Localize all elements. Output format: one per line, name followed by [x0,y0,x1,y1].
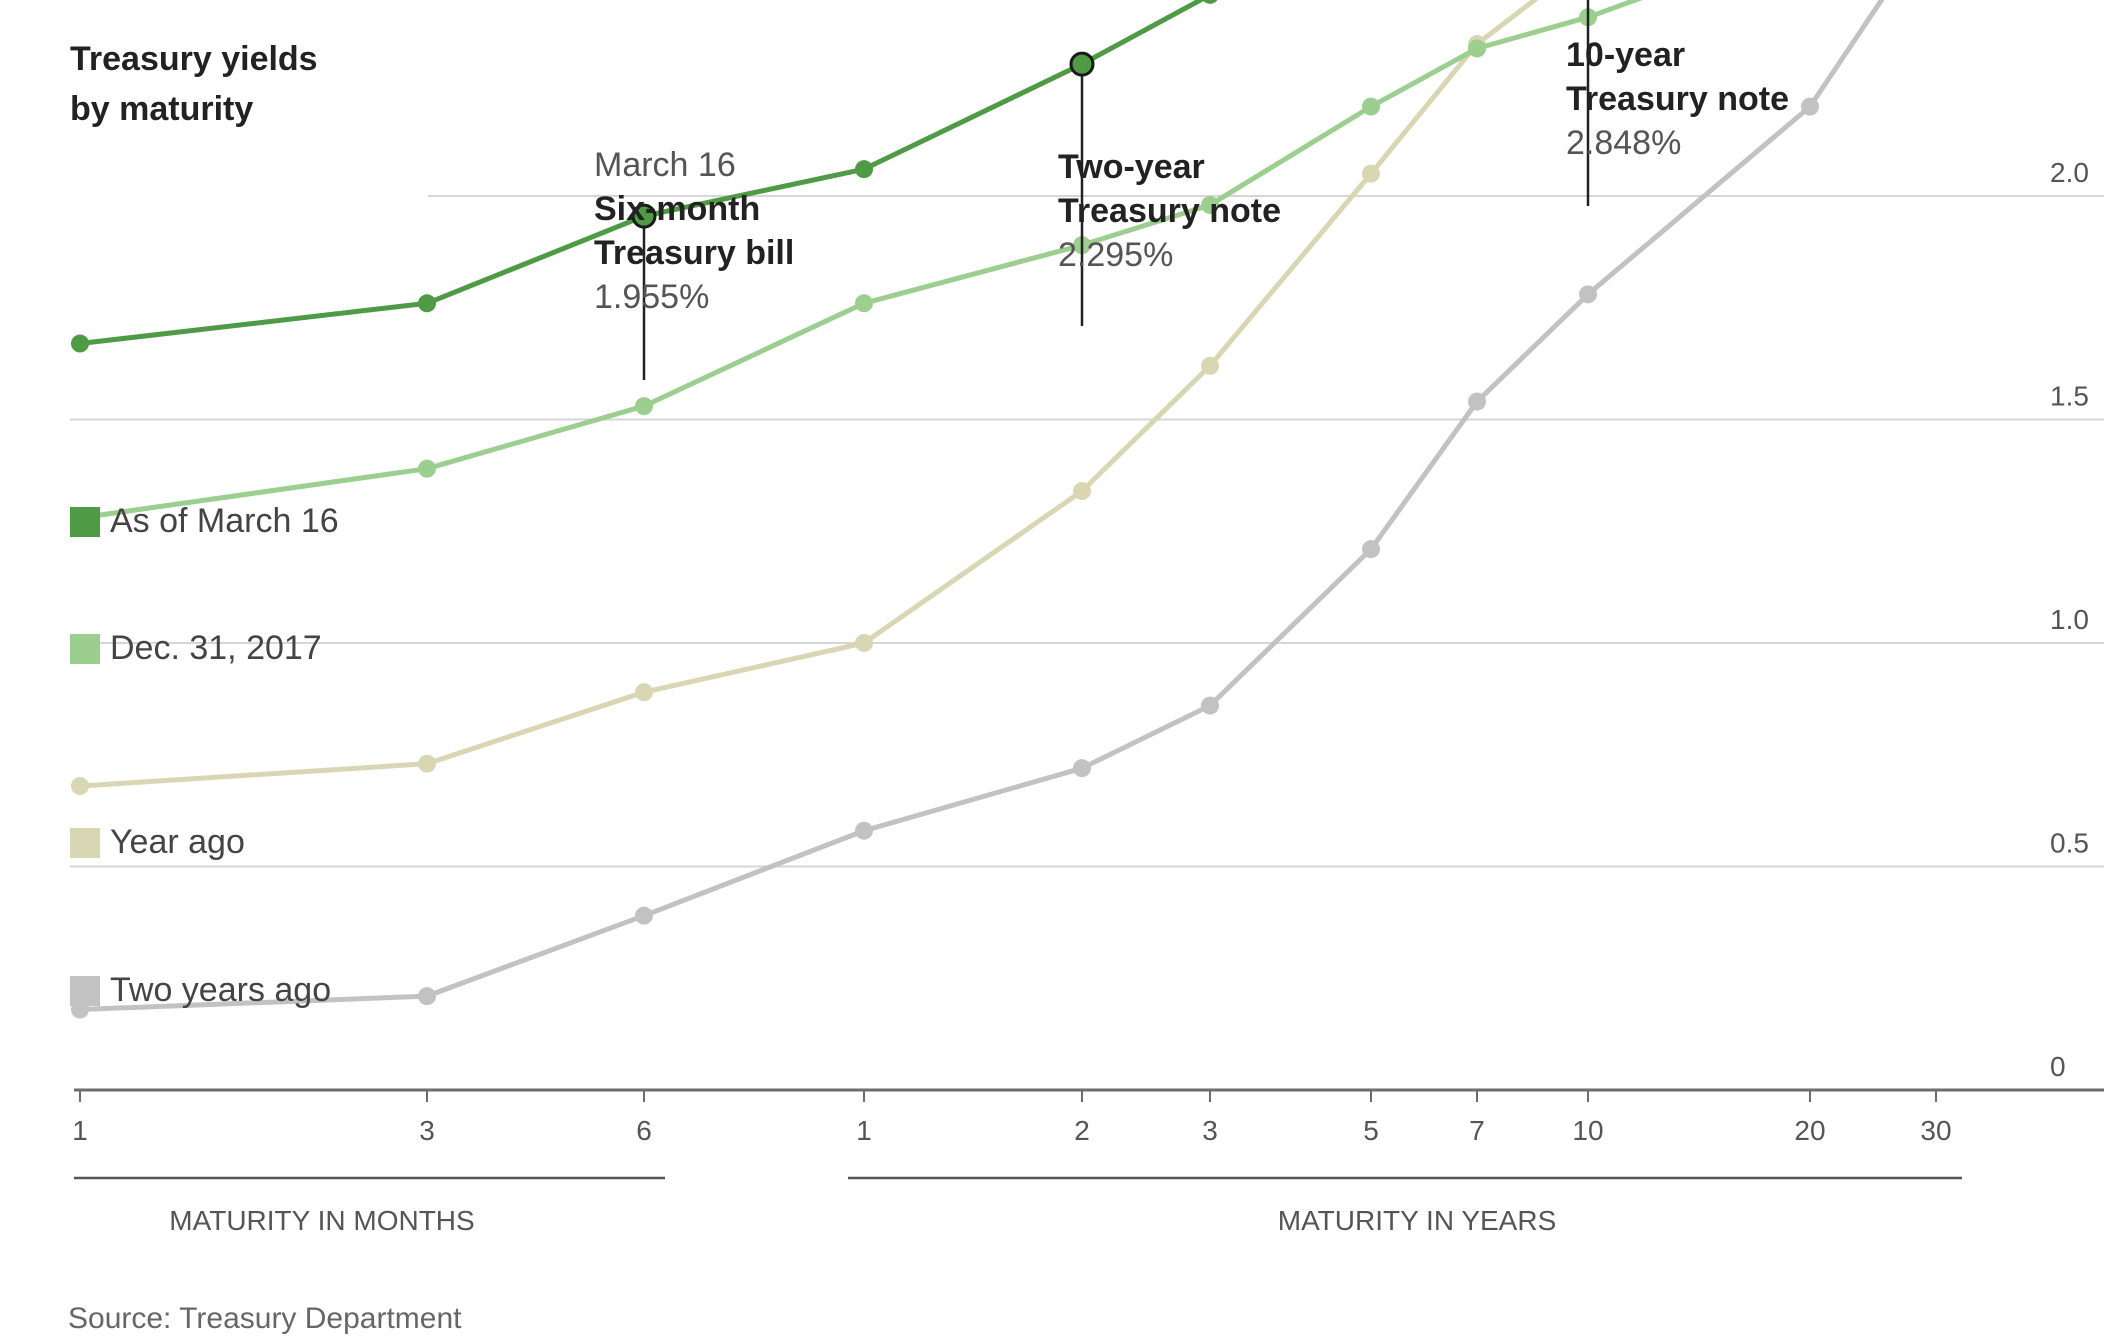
legend-label: Two years ago [110,971,331,1009]
annotation-text: Treasury bill [594,234,794,272]
y-tick-label: 0 [2050,1051,2066,1082]
data-point [1362,540,1380,559]
annotation-highlight-point [1069,51,1095,77]
data-point [855,634,873,652]
x-tick-label: 1 [856,1115,872,1146]
data-point [418,754,436,773]
data-point [1073,759,1091,778]
x-tick-label: 5 [1363,1115,1379,1146]
annotation-text: 2.848% [1566,124,1681,162]
annotation-text: Treasury note [1566,80,1789,118]
chart-title: by maturity [70,90,253,128]
data-point [1801,97,1819,116]
annotation-text: Treasury note [1058,192,1281,230]
data-point [1202,0,1218,4]
x-tick-label: 1 [72,1115,88,1146]
annotation-text: Six-month [594,190,760,228]
data-point [1201,696,1219,715]
legend-swatch [70,634,100,664]
x-tick-label: 10 [1572,1115,1603,1146]
data-point [71,334,89,353]
data-point [1201,356,1219,375]
y-tick-label: 1.0 [2050,604,2089,635]
data-point [635,906,653,925]
data-point [418,987,436,1006]
data-point [71,777,89,796]
annotation-text: 1.955% [594,278,709,316]
x-group-label-months: MATURITY IN MONTHS [169,1205,474,1236]
data-point [1579,285,1597,304]
data-point [1073,482,1091,501]
x-tick-label: 6 [636,1115,652,1146]
data-point [418,294,436,313]
legend-label: As of March 16 [110,502,339,540]
annotation-highlight-point [631,203,657,229]
x-group-label-years: MATURITY IN YEARS [1278,1205,1557,1236]
x-tick-label: 30 [1920,1115,1951,1146]
annotation-text: Two-year [1058,148,1205,186]
data-point [635,683,653,702]
data-point [855,821,873,840]
legend-label: Dec. 31, 2017 [110,629,322,667]
annotation-text: March 16 [594,146,736,184]
x-tick-label: 3 [419,1115,435,1146]
data-point [1468,39,1486,58]
source-note: Source: Treasury Department [68,1302,462,1335]
data-point [1201,195,1219,214]
series-line [79,0,1643,521]
data-point [1362,97,1380,116]
data-point [635,397,653,416]
legend-label: Year ago [110,823,245,861]
data-point [855,160,873,179]
y-tick-label: 1.5 [2050,381,2089,412]
x-tick-label: 3 [1202,1115,1218,1146]
legend-swatch [70,828,100,858]
annotation-text: 10-year [1566,36,1685,74]
data-point [1362,164,1380,183]
data-point [855,294,873,313]
data-point [1468,392,1486,411]
data-point [418,459,436,478]
y-tick-label: 0.5 [2050,828,2089,859]
legend-swatch [70,507,100,537]
x-tick-label: 7 [1469,1115,1485,1146]
annotation-text: 2.295% [1058,236,1173,274]
chart-title: Treasury yields [70,40,318,78]
x-tick-label: 2 [1074,1115,1090,1146]
legend-swatch [70,976,100,1006]
x-tick-label: 20 [1794,1115,1825,1146]
series-line [79,0,1206,346]
y-tick-label: 2.0 [2050,157,2089,188]
